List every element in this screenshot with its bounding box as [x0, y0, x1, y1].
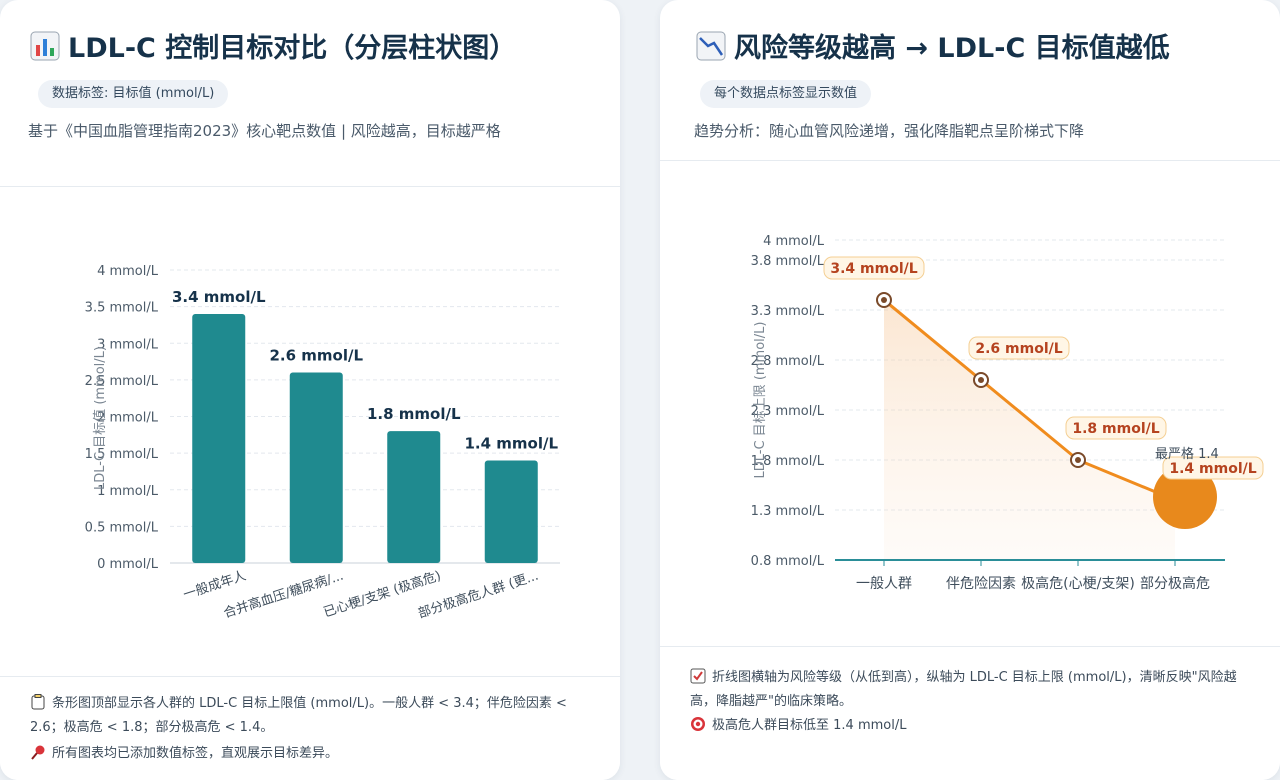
line-value-label-bg [1065, 416, 1167, 440]
bar-value-label: 1.4 mmol/L [464, 434, 558, 452]
bar-note-values-text: 条形图顶部显示各人群的 LDL-C 目标上限值 (mmol/L)。一般人群 < … [30, 696, 567, 735]
line-category-label: 一般人群 [856, 576, 912, 592]
bar-y-tick-label: 4 mmol/L [97, 264, 159, 279]
line-chart-icon [696, 31, 726, 61]
line-card-header: 风险等级越高 → LDL-C 目标值越低 每个数据点标签显示数值 趋势分析：随心… [660, 0, 1280, 161]
bar-card-footer [0, 676, 620, 780]
checkbox-icon [690, 668, 706, 684]
line-note-axes-text: 折线图横轴为风险等级（从低到高），纵轴为 LDL-C 目标上限 (mmol/L)… [690, 670, 1237, 709]
line-y-tick-label: 1.3 mmol/L [751, 504, 825, 519]
line-y-tick-label: 0.8 mmol/L [751, 554, 825, 569]
line-note-axes: 折线图横轴为风险等级（从低到高），纵轴为 LDL-C 目标上限 (mmol/L)… [690, 666, 1250, 714]
line-y-tick-label: 2.8 mmol/L [751, 354, 825, 369]
line-category-label: 极高危(心梗/支架) [1021, 575, 1135, 592]
bar-chart-icon [30, 31, 60, 61]
line-point-highlight [1153, 465, 1217, 529]
line-value-label-bg [823, 256, 925, 280]
bar-note-values: 条形图顶部显示各人群的 LDL-C 目标上限值 (mmol/L)。一般人群 < … [30, 692, 590, 740]
line-card-title-text: 风险等级越高 → LDL-C 目标值越低 [734, 33, 1170, 64]
line-card-subtitle: 趋势分析：随心血管风险递增，强化降脂靶点呈阶梯式下降 [694, 122, 1085, 140]
line-area-fill [884, 300, 1175, 560]
bar-y-axis-label: LDL-C 目标值 (mmol/L) [92, 346, 108, 490]
line-note-target-text: 极高危人群目标低至 1.4 mmol/L [712, 718, 907, 733]
line-card-footer [660, 646, 1280, 780]
bar-note-labels-text: 所有图表均已添加数值标签，直观展示目标差异。 [52, 746, 339, 761]
bar-y-tick-label: 1 mmol/L [97, 484, 159, 499]
line-y-tick-label: 1.8 mmol/L [751, 454, 825, 469]
bar-card-title: LDL-C 控制目标对比（分层柱状图） [30, 26, 516, 65]
line-y-axis-label: LDL-C 目标上限 (mmol/L) [753, 322, 768, 479]
bar-y-tick-label: 2 mmol/L [97, 411, 159, 426]
bar-value-label: 1.8 mmol/L [367, 405, 461, 423]
bar-chart: 0 mmol/L 0.5 mmol/L 1 mmol/L 1.5 mmol/L 2 mm… [85, 264, 560, 622]
bar-y-tick-label: 3.5 mmol/L [85, 301, 159, 316]
line-value-label: 3.4 mmol/L [830, 261, 917, 277]
series-line [883, 298, 1176, 502]
line-note-target: 极高危人群目标低至 1.4 mmol/L [690, 714, 1250, 738]
line-point-center [978, 377, 984, 383]
line-card-title: 风险等级越高 → LDL-C 目标值越低 [696, 26, 1170, 65]
bar-y-tick-label: 0 mmol/L [97, 557, 159, 572]
bar [289, 372, 343, 563]
bar-y-tick-label: 3 mmol/L [97, 337, 159, 352]
line-y-tick-label: 3.8 mmol/L [751, 254, 825, 269]
line-point-center [1075, 457, 1081, 463]
line-point-center [881, 297, 887, 303]
line-value-label: 1.4 mmol/L [1169, 461, 1256, 477]
bar-y-tick-label: 1.5 mmol/L [85, 447, 159, 462]
bar-card-chip: 数据标签: 目标值 (mmol/L) [38, 80, 229, 108]
bar-note-labels: 所有图表均已添加数值标签，直观展示目标差异。 [30, 742, 590, 766]
line-value-label: 2.6 mmol/L [975, 341, 1062, 357]
bar-card-title-text: LDL-C 控制目标对比（分层柱状图） [68, 33, 517, 64]
line-card-chip: 每个数据点标签显示数值 [700, 80, 872, 108]
bar [484, 460, 538, 563]
bar-card-subtitle: 基于《中国血脂管理指南2023》核心靶点数值 | 风险越高，目标越严格 [28, 122, 501, 140]
bar-category-label: 一般成年人 [181, 568, 248, 603]
line-annotation: 最严格 1.4 [1155, 446, 1219, 462]
bar [192, 313, 246, 563]
target-icon [691, 717, 705, 731]
bar-y-tick-label: 0.5 mmol/L [85, 520, 159, 535]
line-y-tick-label: 4 mmol/L [763, 234, 825, 249]
line-value-label-bg [1162, 456, 1264, 480]
clipboard-icon [31, 694, 45, 710]
line-category-label: 部分极高危 [1140, 575, 1210, 592]
bar-card-header: LDL-C 控制目标对比（分层柱状图） 数据标签: 目标值 (mmol/L) 基… [0, 0, 620, 187]
bar [387, 431, 441, 563]
bar-value-label: 3.4 mmol/L [172, 288, 266, 306]
line-y-tick-label: 2.3 mmol/L [751, 404, 825, 419]
line-value-label-bg [968, 336, 1070, 360]
pin-icon [31, 745, 45, 760]
bar-y-tick-label: 2.5 mmol/L [85, 374, 159, 389]
line-y-tick-label: 3.3 mmol/L [751, 304, 825, 319]
line-chart: 0.8 mmol/L 1.3 mmol/L 1.8 mmol/L 2.3 mmol/L… [751, 234, 1264, 592]
bar-chart-card: LDL-C 控制目标对比（分层柱状图） 数据标签: 目标值 (mmol/L) 基… [0, 0, 620, 780]
line-value-label: 1.8 mmol/L [1072, 421, 1159, 437]
line-category-label: 伴危险因素 [946, 576, 1016, 592]
bar-value-label: 2.6 mmol/L [269, 347, 363, 365]
